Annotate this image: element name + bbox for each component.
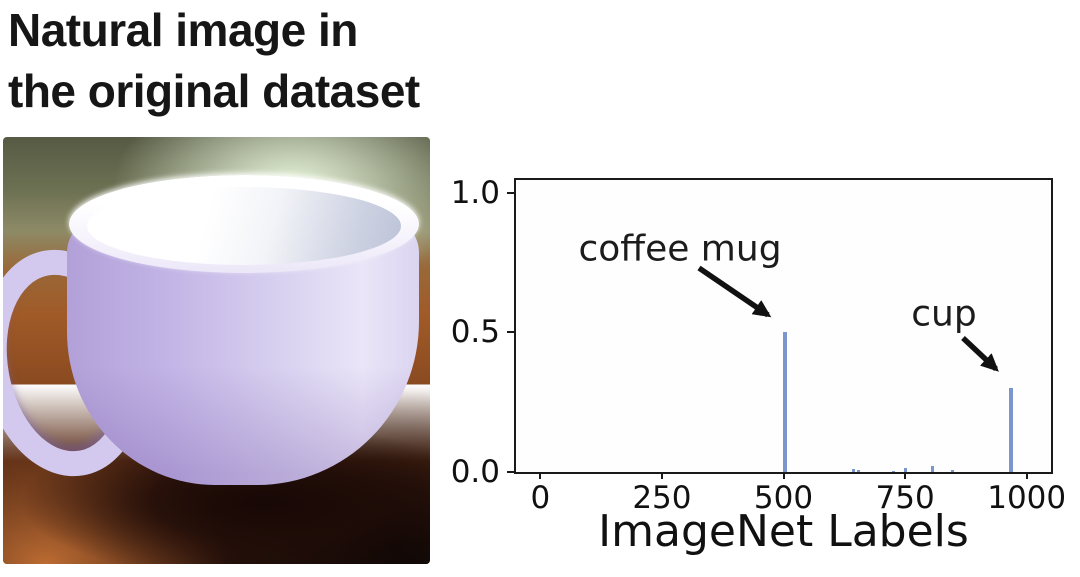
bar-class-727 — [892, 470, 896, 472]
bar-class-848 — [951, 470, 955, 472]
y-tick-0.5 — [507, 331, 514, 334]
x-tick-label-500: 500 — [753, 480, 814, 516]
cup-interior — [87, 187, 401, 265]
bar-class-806 — [930, 465, 934, 472]
x-tick-750 — [904, 472, 907, 479]
x-tick-label-250: 250 — [632, 480, 692, 516]
y-tick-label-1.0: 1.0 — [450, 174, 500, 211]
plot-area: coffee mug cup 0 250 500 750 1000 0.0 0.5 1.0 — [451, 175, 1066, 516]
annotation-cup: cup — [911, 293, 977, 335]
y-tick-label-0.5: 0.5 — [450, 314, 500, 351]
cup-arrow — [961, 335, 999, 372]
panel-title: Natural image in the original dataset — [8, 0, 420, 122]
x-tick-label-1000: 1000 — [987, 480, 1067, 516]
x-tick-250 — [660, 472, 663, 479]
title-line-2: the original dataset — [8, 65, 420, 117]
annotation-arrows — [697, 265, 999, 372]
x-axis-label: ImageNet Labels — [598, 506, 969, 557]
bar-class-750 — [903, 468, 907, 472]
x-tick-1000 — [1025, 472, 1028, 479]
y-tick-label-0.0: 0.0 — [450, 454, 500, 490]
cup-photo — [3, 137, 430, 564]
y-tick-0.0 — [507, 471, 514, 473]
title-line-1: Natural image in — [8, 4, 358, 56]
bar-coffee-mug — [783, 332, 788, 472]
x-tick-0 — [539, 472, 542, 479]
x-tick-label-0: 0 — [530, 480, 551, 516]
annotation-coffee-mug: coffee mug — [578, 228, 782, 270]
y-tick-1.0 — [507, 191, 514, 194]
bar-class-654 — [856, 470, 860, 472]
bar-class-643 — [851, 468, 855, 472]
x-tick-500 — [782, 472, 785, 479]
x-tick-label-750: 750 — [875, 480, 935, 516]
bar-cup — [1009, 388, 1014, 472]
coffee-mug-arrow — [697, 265, 772, 318]
